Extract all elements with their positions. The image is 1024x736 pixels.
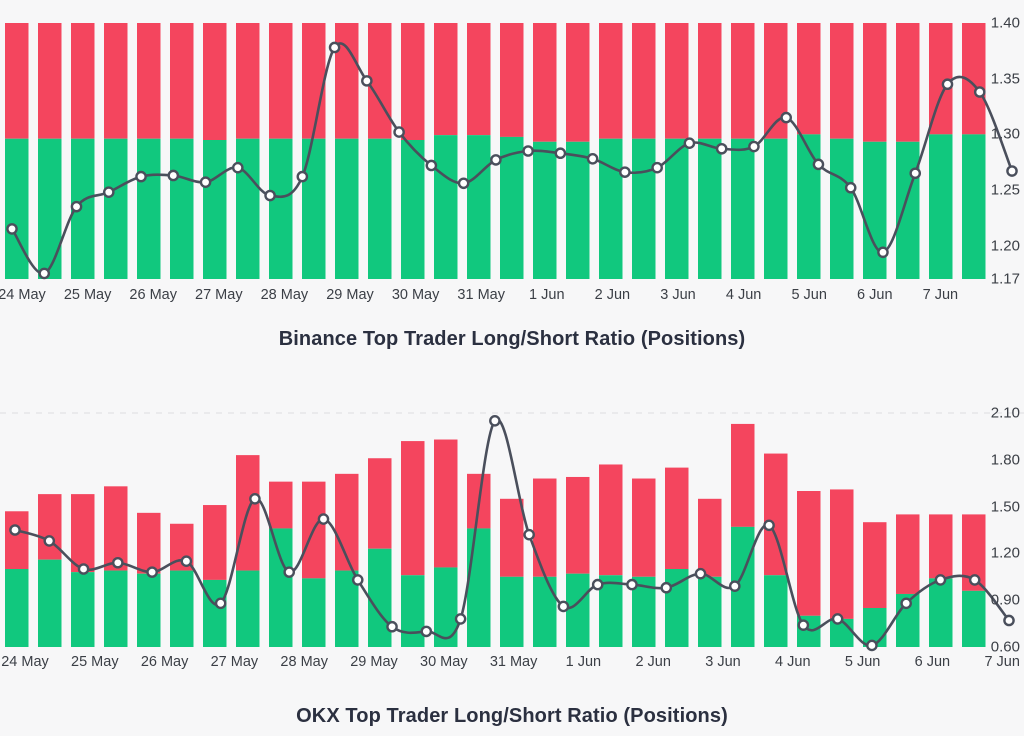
- okx-chart-title: OKX Top Trader Long/Short Ratio (Positio…: [296, 705, 728, 727]
- binance-x-tick: 5 Jun: [791, 287, 827, 303]
- binance-x-tick: 30 May: [391, 287, 440, 303]
- binance-x-tick: 27 May: [195, 287, 243, 303]
- binance-x-tick: 4 Jun: [725, 287, 762, 303]
- okx-y-tick: 1.50: [990, 498, 1020, 516]
- binance-x-tick: 2 Jun: [594, 287, 631, 303]
- okx-x-tick: 1 Jun: [565, 654, 602, 670]
- okx-x-tick: 29 May: [350, 654, 398, 670]
- okx-plot-svg: [0, 412, 1024, 652]
- binance-x-tick: 1 Jun: [529, 287, 565, 303]
- okx-x-tick: 3 Jun: [705, 654, 741, 670]
- binance-x-tick: 6 Jun: [857, 287, 893, 303]
- binance-chart-panel: 1.40 1.35 1.30 1.25 1.20 1.17 24 May 25 May 26 …: [0, 0, 1024, 365]
- okx-y-tick: 2.10: [990, 404, 1020, 422]
- okx-x-tick: 31 May: [489, 654, 538, 670]
- binance-y-tick: 1.17: [990, 270, 1020, 288]
- okx-x-tick: 4 Jun: [775, 654, 811, 670]
- okx-x-tick: 6 Jun: [914, 654, 951, 670]
- binance-x-tick: 3 Jun: [660, 287, 696, 303]
- okx-x-tick: 5 Jun: [844, 654, 881, 670]
- okx-y-tick: 0.90: [990, 591, 1020, 609]
- binance-y-tick: 1.30: [990, 125, 1020, 143]
- okx-chart-panel: 2.10 1.80 1.50 1.20 0.90 0.60 24 May 25 May 26 …: [0, 375, 1024, 736]
- okx-plot-area: 2.10 1.80 1.50 1.20 0.90 0.60: [0, 375, 1024, 665]
- binance-y-tick: 1.35: [990, 70, 1020, 88]
- binance-x-tick: 24 May: [0, 287, 46, 303]
- binance-x-tick: 7 Jun: [922, 287, 959, 303]
- okx-y-tick: 1.80: [990, 451, 1020, 469]
- binance-x-tick: 31 May: [457, 287, 505, 303]
- okx-x-tick: 28 May: [280, 654, 328, 670]
- okx-x-tick: 2 Jun: [635, 654, 671, 670]
- okx-x-tick: 27 May: [210, 654, 259, 670]
- okx-x-axis: 24 May 25 May 26 May 27 May 28 May 29 May 30 M…: [0, 655, 1024, 677]
- okx-x-tick: 26 May: [140, 654, 189, 670]
- okx-x-tick: 24 May: [1, 654, 49, 670]
- binance-chart-title: Binance Top Trader Long/Short Ratio (Pos…: [278, 328, 746, 350]
- binance-y-tick: 1.40: [990, 14, 1020, 32]
- okx-y-tick: 0.60: [990, 638, 1020, 656]
- okx-y-tick: 1.20: [990, 544, 1020, 562]
- binance-x-tick: 25 May: [63, 287, 112, 303]
- binance-plot-area: 1.40 1.35 1.30 1.25 1.20 1.17: [0, 0, 1024, 300]
- binance-y-tick: 1.25: [990, 181, 1020, 199]
- okx-x-tick: 7 Jun: [984, 654, 1020, 670]
- okx-x-tick: 30 May: [420, 654, 468, 670]
- binance-x-tick: 28 May: [260, 287, 309, 303]
- binance-plot-svg: [5, 23, 1018, 280]
- binance-y-tick: 1.20: [990, 237, 1020, 255]
- okx-x-tick: 25 May: [71, 654, 119, 670]
- binance-x-axis: 24 May 25 May 26 May 27 May 28 May 29 May 30 M…: [0, 288, 1024, 310]
- binance-x-tick: 29 May: [326, 287, 374, 303]
- binance-x-tick: 26 May: [129, 287, 177, 303]
